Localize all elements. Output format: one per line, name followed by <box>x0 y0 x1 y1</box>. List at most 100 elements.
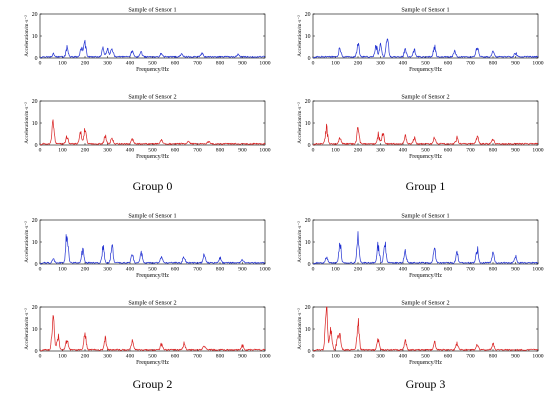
series-line <box>312 306 539 352</box>
x-tick-label: 500 <box>148 267 157 273</box>
x-axis-label: Frequency/Hz <box>409 360 442 366</box>
x-tick-label: 1000 <box>532 267 543 273</box>
x-axis-label: Frequency/Hz <box>409 273 442 279</box>
y-tick-label: 20 <box>32 12 38 18</box>
x-tick-label: 200 <box>354 267 363 273</box>
x-tick-label: 800 <box>216 267 225 273</box>
axes-box <box>312 306 539 352</box>
y-tick-label: 20 <box>32 305 38 311</box>
x-tick-label: 600 <box>171 148 180 154</box>
y-tick-label: 20 <box>305 12 311 18</box>
x-tick-label: 100 <box>331 148 340 154</box>
x-tick-label: 400 <box>126 148 135 154</box>
x-tick-label: 800 <box>489 148 498 154</box>
x-tick-label: 0 <box>39 354 42 360</box>
x-axis-label: Frequency/Hz <box>136 360 169 366</box>
x-tick-label: 900 <box>511 354 520 360</box>
y-axis-label: Acceleration/m·s⁻² <box>24 102 30 144</box>
x-tick-label: 900 <box>511 267 520 273</box>
x-tick-label: 400 <box>399 354 408 360</box>
group-label: Group 1 <box>406 179 446 193</box>
x-tick-label: 700 <box>193 61 202 67</box>
axes-box <box>39 306 266 352</box>
x-tick-label: 200 <box>354 61 363 67</box>
y-tick-label: 10 <box>305 121 311 127</box>
axes-box <box>312 219 539 265</box>
series-line <box>39 234 266 265</box>
axes-box <box>39 100 266 146</box>
y-tick-label: 0 <box>35 349 38 355</box>
y-tick-label: 0 <box>35 56 38 62</box>
x-tick-label: 300 <box>103 354 112 360</box>
x-tick-label: 700 <box>466 148 475 154</box>
x-tick-label: 300 <box>103 61 112 67</box>
x-tick-label: 900 <box>238 61 247 67</box>
x-tick-label: 800 <box>489 354 498 360</box>
x-tick-label: 900 <box>511 61 520 67</box>
x-tick-label: 500 <box>421 61 430 67</box>
y-tick-label: 10 <box>305 240 311 246</box>
x-tick-label: 400 <box>399 148 408 154</box>
subplot-title: Sample of Sensor 1 <box>128 7 176 14</box>
x-tick-label: 100 <box>331 61 340 67</box>
x-tick-label: 200 <box>81 61 90 67</box>
x-tick-label: 500 <box>148 148 157 154</box>
y-tick-label: 20 <box>305 305 311 311</box>
x-tick-label: 100 <box>331 267 340 273</box>
x-tick-label: 400 <box>126 61 135 67</box>
x-tick-label: 200 <box>81 354 90 360</box>
x-tick-label: 700 <box>466 267 475 273</box>
x-tick-label: 800 <box>489 267 498 273</box>
series-line <box>312 231 539 265</box>
subplot-title: Sample of Sensor 2 <box>128 300 176 307</box>
x-tick-label: 800 <box>216 61 225 67</box>
x-tick-label: 500 <box>421 354 430 360</box>
x-tick-label: 600 <box>444 267 453 273</box>
x-tick-label: 900 <box>238 267 247 273</box>
x-tick-label: 1000 <box>532 61 543 67</box>
y-tick-label: 10 <box>32 121 38 127</box>
x-tick-label: 600 <box>444 148 453 154</box>
x-tick-label: 300 <box>376 354 385 360</box>
y-tick-label: 20 <box>32 99 38 105</box>
y-tick-label: 10 <box>305 327 311 333</box>
x-axis-label: Frequency/Hz <box>136 273 169 279</box>
x-tick-label: 900 <box>238 354 247 360</box>
series-line <box>39 39 266 59</box>
axes-box <box>312 13 539 59</box>
x-tick-label: 400 <box>126 354 135 360</box>
y-tick-label: 10 <box>32 327 38 333</box>
y-axis-label: Acceleration/m·s⁻² <box>297 15 303 57</box>
subplot-title: Sample of Sensor 2 <box>401 94 449 101</box>
y-tick-label: 20 <box>305 99 311 105</box>
x-tick-label: 0 <box>312 61 315 67</box>
x-tick-label: 700 <box>193 267 202 273</box>
x-tick-label: 0 <box>312 148 315 154</box>
y-axis-label: Acceleration/m·s⁻² <box>24 15 30 57</box>
x-tick-label: 500 <box>421 148 430 154</box>
x-tick-label: 100 <box>58 61 67 67</box>
x-tick-label: 200 <box>354 354 363 360</box>
x-tick-label: 0 <box>312 267 315 273</box>
series-line <box>312 123 539 146</box>
y-axis-label: Acceleration/m·s⁻² <box>297 221 303 263</box>
x-tick-label: 700 <box>466 354 475 360</box>
x-tick-label: 1000 <box>259 148 270 154</box>
y-axis-label: Acceleration/m·s⁻² <box>24 308 30 350</box>
x-tick-label: 200 <box>354 148 363 154</box>
x-tick-label: 400 <box>399 61 408 67</box>
y-tick-label: 0 <box>308 262 311 268</box>
x-tick-label: 200 <box>81 267 90 273</box>
x-tick-label: 500 <box>421 267 430 273</box>
y-tick-label: 0 <box>35 143 38 149</box>
y-tick-label: 20 <box>32 218 38 224</box>
group-label: Group 0 <box>133 179 173 193</box>
